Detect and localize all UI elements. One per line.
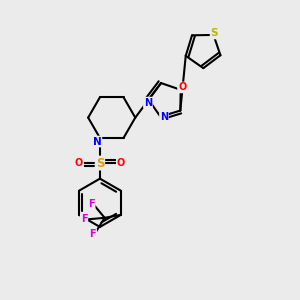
Text: N: N [160, 112, 168, 122]
Text: F: F [90, 229, 96, 239]
Text: O: O [178, 82, 186, 92]
Text: N: N [144, 98, 152, 108]
Text: S: S [211, 28, 218, 38]
Text: F: F [88, 199, 95, 209]
Text: N: N [93, 136, 101, 146]
Text: F: F [81, 214, 87, 224]
Text: O: O [75, 158, 83, 168]
Text: S: S [96, 157, 104, 169]
Text: O: O [117, 158, 125, 168]
